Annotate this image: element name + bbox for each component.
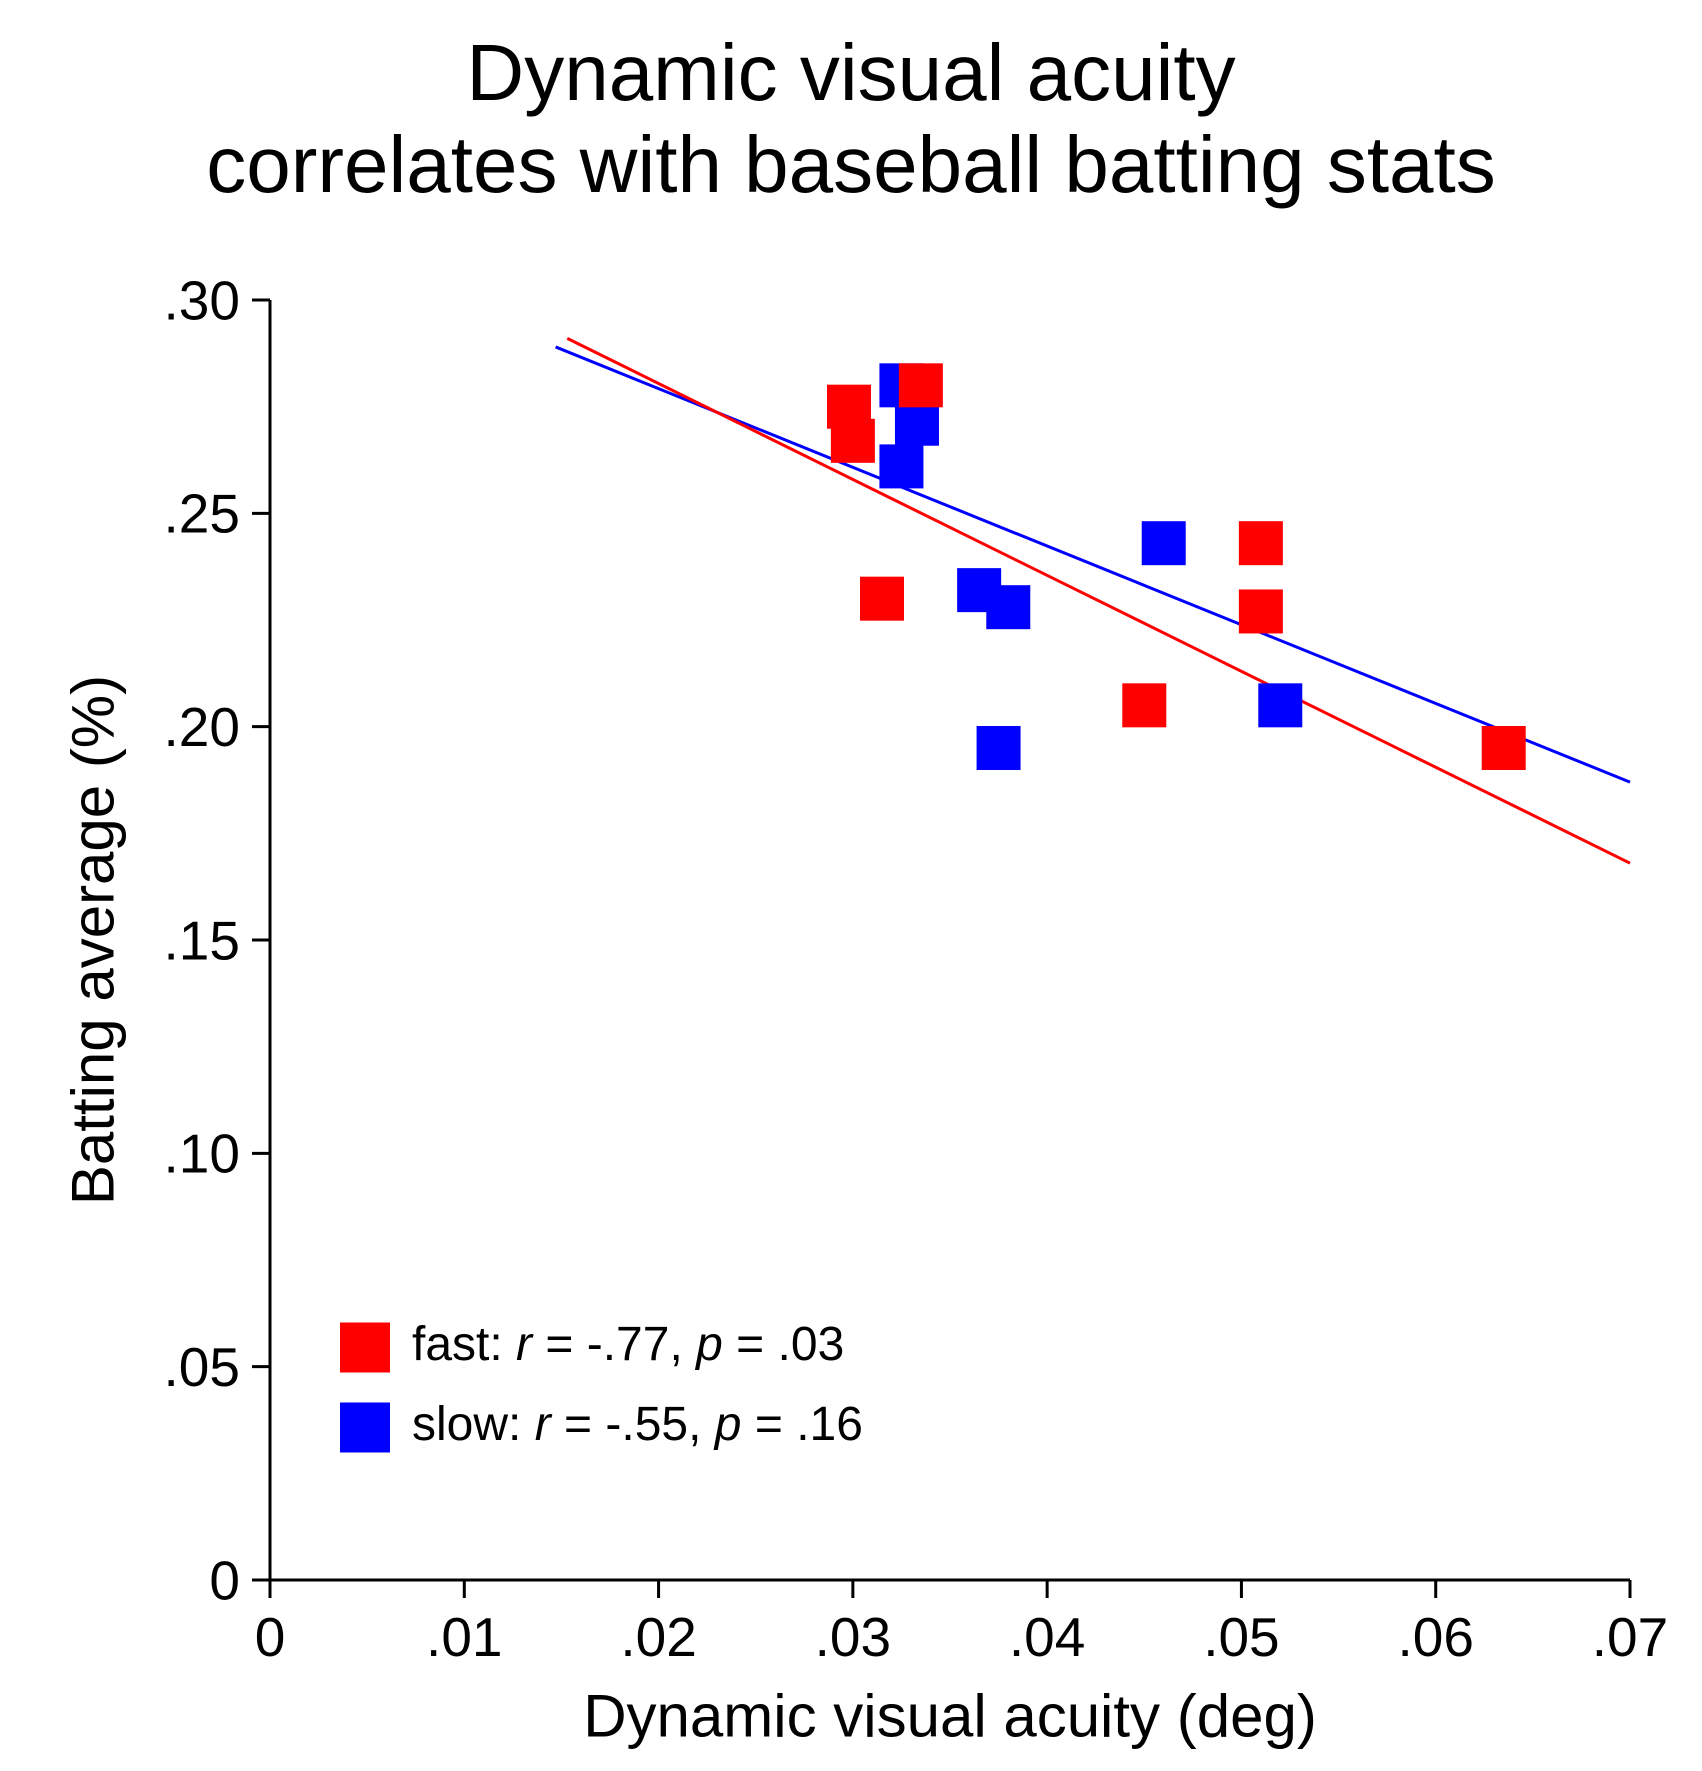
y-tick-label: .10 [164, 1123, 240, 1185]
slow-marker [986, 585, 1030, 629]
y-tick-label: .05 [164, 1336, 240, 1398]
slow-marker [1258, 683, 1302, 727]
y-tick-label: .15 [164, 909, 240, 971]
x-tick-label: .04 [1009, 1606, 1085, 1668]
x-tick-label: .06 [1397, 1606, 1473, 1668]
slow-marker [977, 726, 1021, 770]
legend-label-fast: fast: r = -.77, p = .03 [412, 1318, 844, 1371]
y-axis-label: Batting average (%) [60, 675, 127, 1205]
legend-label-slow: slow: r = -.55, p = .16 [412, 1398, 863, 1451]
y-tick-label: .30 [164, 269, 240, 331]
fast-marker [1122, 683, 1166, 727]
x-tick-label: .01 [426, 1606, 502, 1668]
slow-marker [895, 402, 939, 446]
x-tick-label: .07 [1592, 1606, 1668, 1668]
fast-marker [831, 419, 875, 463]
x-tick-label: .05 [1203, 1606, 1279, 1668]
legend: fast: r = -.77, p = .03 slow: r = -.55, p… [340, 1318, 863, 1453]
y-tick-label: 0 [209, 1549, 240, 1611]
x-tick-label: .03 [815, 1606, 891, 1668]
x-tick-label: .02 [620, 1606, 696, 1668]
slow-marker [879, 444, 923, 488]
chart-title-line1: Dynamic visual acuity [466, 28, 1235, 117]
scatter-chart: Dynamic visual acuitycorrelates with bas… [0, 0, 1702, 1771]
x-axis-label: Dynamic visual acuity (deg) [583, 1683, 1317, 1750]
chart-title-line2: correlates with baseball batting stats [206, 120, 1496, 209]
fast-marker [899, 363, 943, 407]
fast-marker [1482, 726, 1526, 770]
x-tick-label: 0 [255, 1606, 286, 1668]
fast-marker [1239, 521, 1283, 565]
fast-marker [1239, 589, 1283, 633]
legend-marker-slow [340, 1403, 390, 1453]
fast-marker [860, 577, 904, 621]
legend-marker-fast [340, 1323, 390, 1373]
y-tick-label: .25 [164, 483, 240, 545]
plot-area [556, 338, 1630, 863]
slow-marker [1142, 521, 1186, 565]
fast-fit-line [567, 338, 1630, 863]
chart-container: Dynamic visual acuitycorrelates with bas… [0, 0, 1702, 1771]
axes-group: 0 .01 .02 .03 .04 .05 .06 .07 0 .05 .10 .15 .20 .25 .3… [60, 269, 1669, 1749]
y-tick-label: .20 [164, 696, 240, 758]
